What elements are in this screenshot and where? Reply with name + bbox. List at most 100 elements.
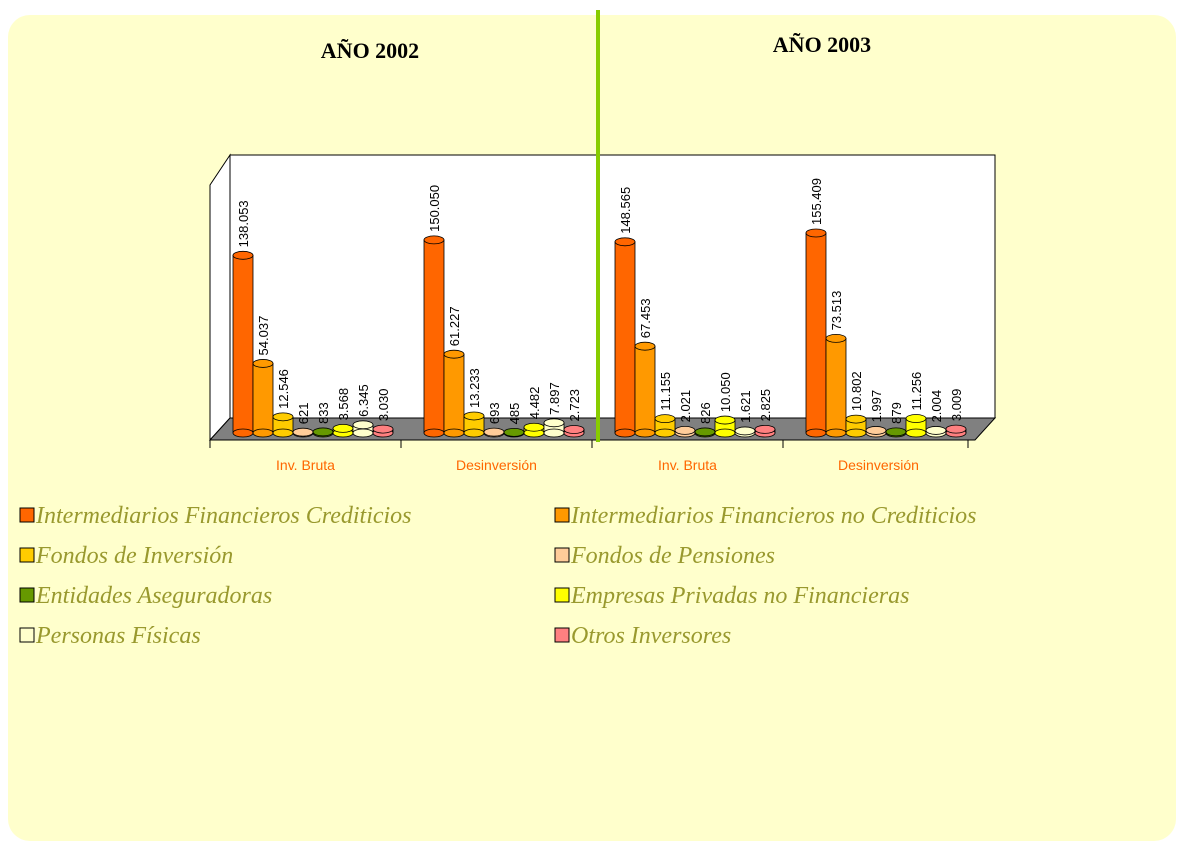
data-label: 2.723 [567, 389, 582, 422]
bar [563, 425, 585, 438]
bar-cap [523, 422, 545, 432]
bar-cap [332, 424, 354, 433]
bar-base [463, 428, 485, 438]
bar-base [654, 428, 676, 438]
bar-base [905, 428, 927, 438]
bar-cap [372, 424, 394, 434]
data-label: 2.825 [758, 389, 773, 422]
data-label: 73.513 [829, 291, 844, 331]
bar-cap [925, 426, 947, 435]
bar [905, 414, 927, 438]
legend-label: Fondos de Inversión [35, 543, 233, 569]
bar [945, 424, 967, 438]
bar [754, 424, 776, 438]
bar [805, 228, 827, 438]
bar-cap [543, 418, 565, 428]
x-tick-label: Desinversión [838, 457, 919, 473]
data-label: 11.155 [658, 372, 673, 411]
bar-body [805, 232, 827, 434]
bar-base [805, 428, 827, 438]
bar [463, 411, 485, 438]
data-label: 621 [296, 402, 311, 424]
data-label: 1.997 [869, 390, 884, 423]
data-label: 3.009 [949, 389, 964, 422]
legend-swatch [19, 627, 35, 643]
bar-base [252, 428, 274, 438]
bar-cap [352, 420, 374, 430]
bar-cap [483, 427, 505, 437]
bar [694, 427, 716, 438]
bar-cap [945, 424, 967, 434]
bar [372, 424, 394, 438]
bar-body [443, 353, 465, 434]
bar [734, 426, 756, 438]
chart-title: AÑO 2002 [321, 38, 419, 63]
bar [674, 425, 696, 438]
bar [634, 341, 656, 438]
bar [845, 414, 867, 438]
bar [483, 427, 505, 438]
legend-swatch [554, 507, 570, 523]
data-label: 3.030 [376, 389, 391, 422]
bar [252, 359, 274, 438]
bar-base [825, 428, 847, 438]
bar [272, 412, 294, 438]
bar-cap [674, 425, 696, 435]
x-tick-label: Inv. Bruta [658, 457, 717, 473]
bar-cap [825, 333, 847, 343]
bar-cap [252, 359, 274, 368]
bar-cap [734, 426, 756, 436]
bar-cap [654, 414, 676, 424]
x-tick-label: Desinversión [456, 457, 537, 473]
legend-swatch [554, 627, 570, 643]
legend-swatch [554, 547, 570, 563]
data-label: 148.565 [618, 187, 633, 234]
data-label: 13.233 [467, 368, 482, 408]
bars [232, 228, 967, 438]
data-label: 6.345 [356, 384, 371, 417]
bar-cap [272, 412, 294, 422]
bar [292, 427, 314, 438]
bar-cap [805, 228, 827, 238]
bar-body [825, 337, 847, 434]
bar-cap [563, 425, 585, 434]
data-label: 67.453 [638, 298, 653, 338]
bar-base [232, 428, 254, 438]
data-label: 826 [698, 402, 713, 424]
data-label: 10.802 [849, 371, 864, 411]
data-label: 879 [889, 402, 904, 424]
bar [614, 237, 636, 438]
bar [503, 427, 525, 438]
bar-body [252, 363, 274, 434]
legend-swatch [554, 587, 570, 603]
data-label: 7.897 [547, 382, 562, 415]
bar [865, 426, 887, 438]
bar-cap [232, 250, 254, 260]
data-label: 4.482 [527, 387, 542, 420]
bar [925, 426, 947, 438]
bar-cap [634, 341, 656, 351]
bar-base [714, 428, 736, 438]
bar-cap [754, 424, 776, 434]
bar [423, 235, 445, 438]
bar-base [352, 428, 374, 438]
bar-base [443, 428, 465, 438]
data-label: 3.568 [336, 388, 351, 421]
data-label: 693 [487, 402, 502, 424]
chart-title: AÑO 2003 [773, 32, 871, 57]
bar-base [614, 428, 636, 438]
data-label: 833 [316, 402, 331, 424]
bar-cap [312, 427, 334, 437]
bar [714, 415, 736, 438]
legend-label: Personas Físicas [35, 623, 201, 649]
bar [523, 422, 545, 438]
bar [654, 414, 676, 438]
data-label: 2.021 [678, 390, 693, 423]
bar [543, 418, 565, 438]
bar-base [272, 428, 294, 438]
bar [232, 250, 254, 438]
bar-cap [905, 414, 927, 423]
bar-cap [292, 427, 314, 437]
